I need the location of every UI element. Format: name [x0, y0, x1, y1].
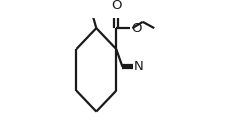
Text: O: O — [110, 0, 121, 12]
Text: O: O — [130, 22, 141, 35]
Text: N: N — [133, 60, 143, 73]
